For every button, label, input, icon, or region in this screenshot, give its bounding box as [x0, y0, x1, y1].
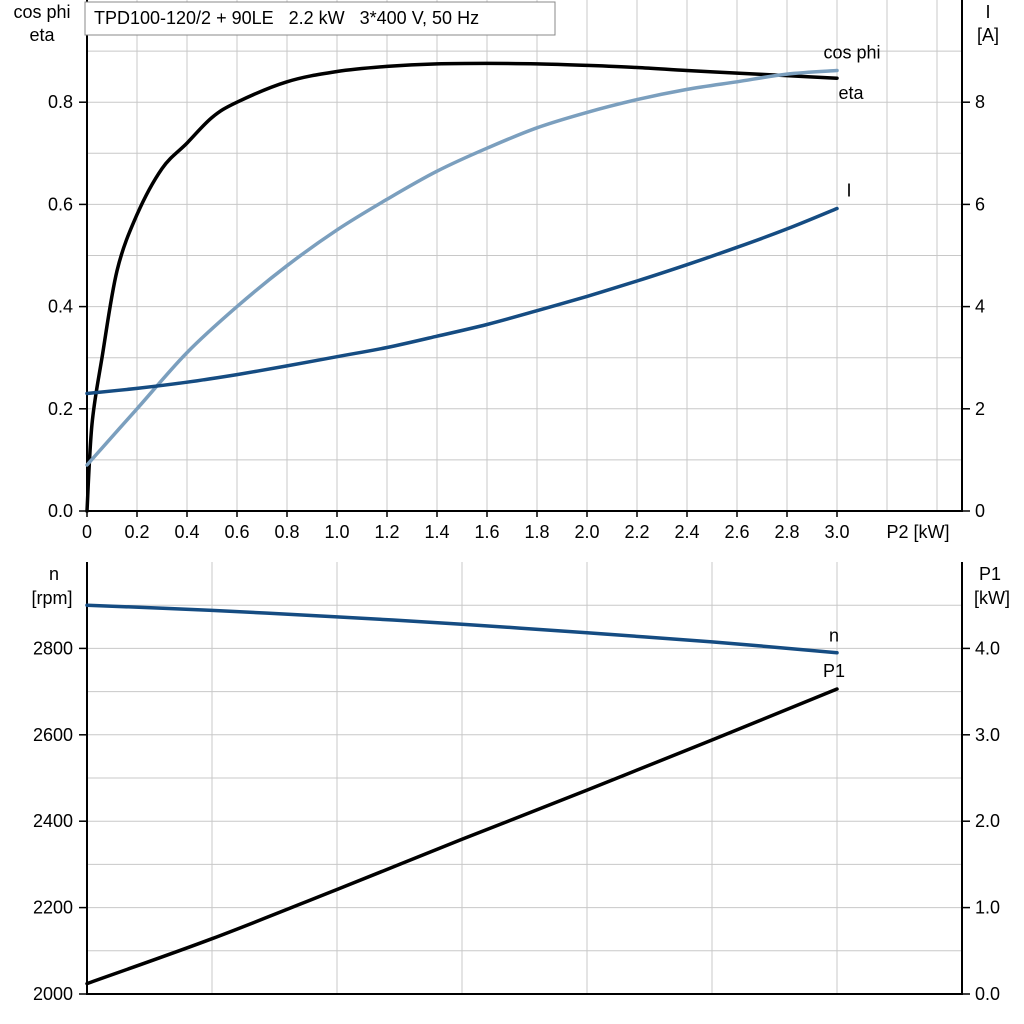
x-tick-label: 3.0	[824, 522, 849, 542]
right-y-tick-label: 0	[975, 501, 985, 521]
left-y-tick-label: 0.6	[48, 194, 73, 214]
x-tick-label: 0.4	[174, 522, 199, 542]
x-tick-label: 0.6	[224, 522, 249, 542]
right-y-tick-label: 2	[975, 399, 985, 419]
title-box	[84, 1, 556, 36]
left-y-tick-label: 2000	[33, 984, 73, 1004]
right-y-tick-label: 0.0	[975, 984, 1000, 1004]
right-y-tick-label: 3.0	[975, 725, 1000, 745]
x-tick-label: 0.8	[274, 522, 299, 542]
left-y-tick-label: 2600	[33, 725, 73, 745]
right-y-tick-label: 4.0	[975, 638, 1000, 658]
left-y-tick-label: 0.8	[48, 92, 73, 112]
left-y-tick-label: 2400	[33, 811, 73, 831]
x-tick-label: 2.4	[674, 522, 699, 542]
x-tick-label: 2.2	[624, 522, 649, 542]
eta-series-label: eta	[838, 83, 864, 103]
p1-axis-label-line1: P1	[979, 564, 1001, 584]
n-curve	[85, 603, 839, 655]
n-series-label: n	[829, 626, 839, 646]
x-tick-label: 1.6	[474, 522, 499, 542]
right-y-tick-label: 8	[975, 92, 985, 112]
x-tick-label: 2.6	[724, 522, 749, 542]
i-series-label: I	[846, 180, 851, 200]
right-y-tick-label: 1.0	[975, 898, 1000, 918]
p1-axis-label-line2: [kW]	[974, 588, 1010, 608]
left-axis-label-line1: cos phi	[13, 2, 70, 22]
top-chart-panel: 0 0.2 0.4 0.6 0.8 1.0 1.2 1.4 1.6 1.8 2.0 2.2 2.4 2.6…	[13, 0, 999, 542]
x-tick-label: 1.2	[374, 522, 399, 542]
x-tick-label: 0.2	[124, 522, 149, 542]
left-y-tick-label: 2200	[33, 898, 73, 918]
right-y-tick-label: 6	[975, 194, 985, 214]
x-tick-label: 2.8	[774, 522, 799, 542]
right-y-tick-label: 4	[975, 297, 985, 317]
left-y-tick-label: 0.4	[48, 297, 73, 317]
n-axis-label-line2: [rpm]	[31, 588, 72, 608]
p1-curve	[85, 687, 839, 986]
x-tick-label: 2.0	[574, 522, 599, 542]
n-axis-label-line1: n	[49, 564, 59, 584]
left-y-tick-label: 2800	[33, 638, 73, 658]
right-axis-label-line2: [A]	[977, 25, 999, 45]
cos-phi-curve	[85, 68, 839, 467]
chart-title: TPD100-120/2 + 90LE 2.2 kW 3*400 V, 50 H…	[94, 8, 479, 28]
right-y-tick-label: 2.0	[975, 811, 1000, 831]
left-axis-label-line2: eta	[29, 25, 55, 45]
x-tick-label: 1.0	[324, 522, 349, 542]
p1-series-label: P1	[823, 661, 845, 681]
left-y-tick-label: 0.2	[48, 399, 73, 419]
eta-curve	[85, 61, 839, 513]
x-axis-label: P2 [kW]	[886, 522, 949, 542]
x-tick-label: 1.8	[524, 522, 549, 542]
i-curve	[85, 206, 839, 396]
right-axis-label-line1: I	[985, 2, 990, 22]
x-tick-label: 1.4	[424, 522, 449, 542]
x-tick-label: 0	[82, 522, 92, 542]
left-y-tick-label: 0.0	[48, 501, 73, 521]
cos-phi-series-label: cos phi	[823, 43, 880, 63]
